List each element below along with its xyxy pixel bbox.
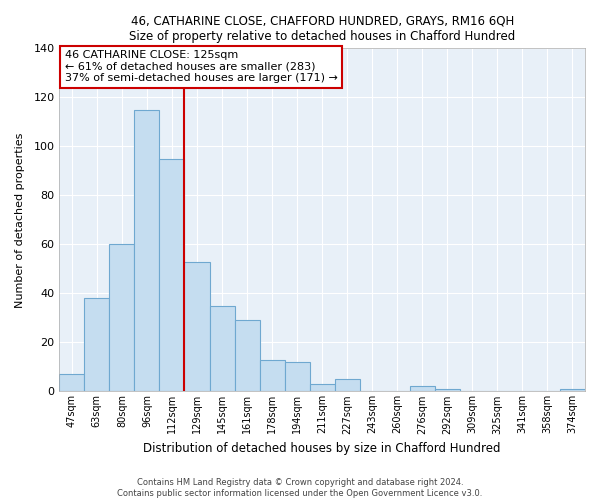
Title: 46, CATHARINE CLOSE, CHAFFORD HUNDRED, GRAYS, RM16 6QH
Size of property relative: 46, CATHARINE CLOSE, CHAFFORD HUNDRED, G…: [129, 15, 515, 43]
Bar: [59, 374, 85, 392]
Y-axis label: Number of detached properties: Number of detached properties: [15, 132, 25, 308]
Bar: [260, 360, 284, 392]
Bar: [109, 244, 134, 392]
Bar: [184, 262, 209, 392]
X-axis label: Distribution of detached houses by size in Chafford Hundred: Distribution of detached houses by size …: [143, 442, 501, 455]
Bar: [335, 379, 360, 392]
Text: 46 CATHARINE CLOSE: 125sqm
← 61% of detached houses are smaller (283)
37% of sem: 46 CATHARINE CLOSE: 125sqm ← 61% of deta…: [65, 50, 337, 83]
Bar: [310, 384, 335, 392]
Bar: [85, 298, 109, 392]
Bar: [410, 386, 435, 392]
Bar: [284, 362, 310, 392]
Bar: [235, 320, 260, 392]
Bar: [560, 389, 585, 392]
Bar: [160, 158, 184, 392]
Bar: [209, 306, 235, 392]
Text: Contains HM Land Registry data © Crown copyright and database right 2024.
Contai: Contains HM Land Registry data © Crown c…: [118, 478, 482, 498]
Bar: [134, 110, 160, 392]
Bar: [435, 389, 460, 392]
